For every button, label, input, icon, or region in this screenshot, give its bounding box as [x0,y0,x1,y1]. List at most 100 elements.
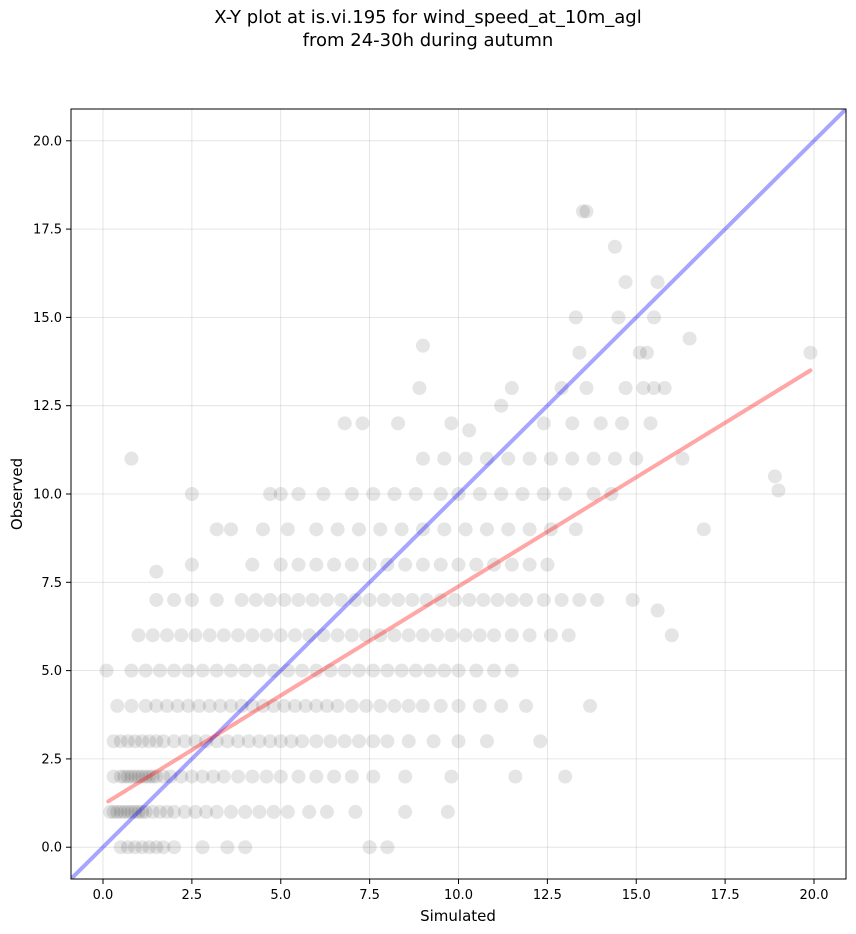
data-point [195,840,210,855]
data-point [650,275,665,290]
data-point [135,734,150,749]
data-point [359,698,374,713]
data-point [373,628,388,643]
data-point [199,804,214,819]
data-point [490,592,505,607]
data-point [373,698,388,713]
data-point [387,628,402,643]
data-point [522,628,537,643]
data-point [398,804,413,819]
data-point [479,734,494,749]
reference-lines [71,109,846,879]
data-point [444,769,459,784]
data-point [184,557,199,572]
data-point [309,663,324,678]
data-point [366,769,381,784]
data-point [415,338,430,353]
data-point [231,769,246,784]
data-point [231,628,246,643]
data-point [412,381,427,396]
data-point [696,522,711,537]
data-point [309,734,324,749]
data-point [149,769,164,784]
data-point [266,663,281,678]
data-point [149,840,164,855]
data-point [298,698,313,713]
data-point [657,381,672,396]
data-point [533,734,548,749]
data-point [184,487,199,501]
data-point [458,522,473,537]
data-point [142,840,157,855]
data-point [636,381,651,396]
data-point [216,769,231,784]
data-point [135,804,150,819]
data-point [124,663,139,678]
data-point [302,628,317,643]
data-point [348,592,363,607]
y-tick-label: 15.0 [33,311,62,326]
data-point [273,769,288,784]
data-point [611,310,626,325]
data-point [501,522,516,537]
data-point [287,698,302,713]
data-point [632,345,647,360]
data-point [504,663,519,678]
data-point [184,769,199,784]
data-point [280,804,295,819]
data-point [99,663,114,678]
data-point [650,603,665,618]
data-point [287,628,302,643]
data-point [554,381,569,396]
data-point [195,769,210,784]
data-point [159,698,174,713]
data-point [291,769,306,784]
data-point [558,487,573,501]
data-point [643,416,658,431]
data-point [106,734,121,749]
data-point [280,522,295,537]
data-point [351,734,366,749]
data-point [124,698,139,713]
data-point [394,663,409,678]
data-point [295,663,310,678]
data-point [487,628,502,643]
data-point [543,628,558,643]
data-point [145,628,160,643]
data-point [135,840,150,855]
data-point [558,769,573,784]
data-point [273,487,288,501]
data-point [479,451,494,466]
data-point [487,663,502,678]
data-point [437,451,452,466]
data-point [522,522,537,537]
data-point [309,522,324,537]
data-point [113,734,128,749]
data-point [323,663,338,678]
data-point [238,840,253,855]
data-point [263,734,278,749]
data-point [106,769,121,784]
data-point [380,663,395,678]
data-point [771,483,786,498]
data-point [504,628,519,643]
data-point [440,804,455,819]
data-point [138,698,153,713]
y-tick-label: 12.5 [33,399,62,414]
data-point [586,487,601,501]
data-point [415,451,430,466]
data-point [120,769,135,784]
data-point [561,628,576,643]
x-axis-label: Simulated [420,907,496,925]
x-tick-label: 17.5 [711,888,740,903]
data-point [181,698,196,713]
data-point [565,416,580,431]
data-point [259,769,274,784]
data-point [156,840,171,855]
data-point [647,381,662,396]
data-point [387,698,402,713]
data-point [131,804,146,819]
data-point [543,451,558,466]
data-point [266,804,281,819]
data-point [590,592,605,607]
